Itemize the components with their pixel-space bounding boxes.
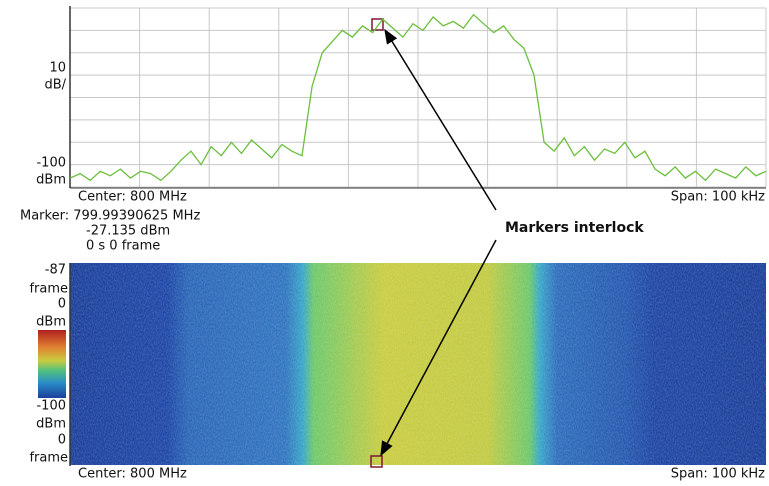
scale-label: 10 — [49, 61, 66, 76]
spectrogram-texture — [70, 263, 766, 465]
frame-top: -87 — [45, 263, 66, 278]
color-bottom: -100 — [36, 399, 66, 414]
marker-time: 0 s 0 frame — [86, 239, 160, 254]
frame-unit: frame — [29, 451, 68, 466]
span-label: Span: 100 kHz — [671, 467, 765, 482]
center-label: Center: 800 MHz — [78, 467, 187, 482]
ref-unit: dBm — [36, 173, 66, 188]
center-label: Center: 800 MHz — [78, 190, 187, 205]
marker-frequency: Marker: 799.99390625 MHz — [20, 209, 200, 224]
spectrum-grid — [70, 7, 767, 188]
color-bar — [38, 330, 66, 398]
marker-box — [370, 455, 383, 468]
color-unit: dBm — [36, 417, 66, 432]
color-unit: dBm — [36, 315, 66, 330]
ref-label: -100 — [36, 156, 66, 171]
frame-bottom: 0 — [58, 433, 66, 448]
marker-level: -27.135 dBm — [86, 224, 170, 239]
arrow — [380, 239, 497, 457]
spectrum-trace — [69, 13, 767, 182]
arrow — [384, 28, 497, 211]
callout: Markers interlock — [505, 220, 644, 236]
marker-box — [371, 18, 384, 31]
scale-unit: dB/ — [44, 78, 66, 93]
span-label: Span: 100 kHz — [671, 190, 765, 205]
frame-unit: frame — [29, 282, 68, 297]
color-top: 0 — [58, 297, 66, 312]
